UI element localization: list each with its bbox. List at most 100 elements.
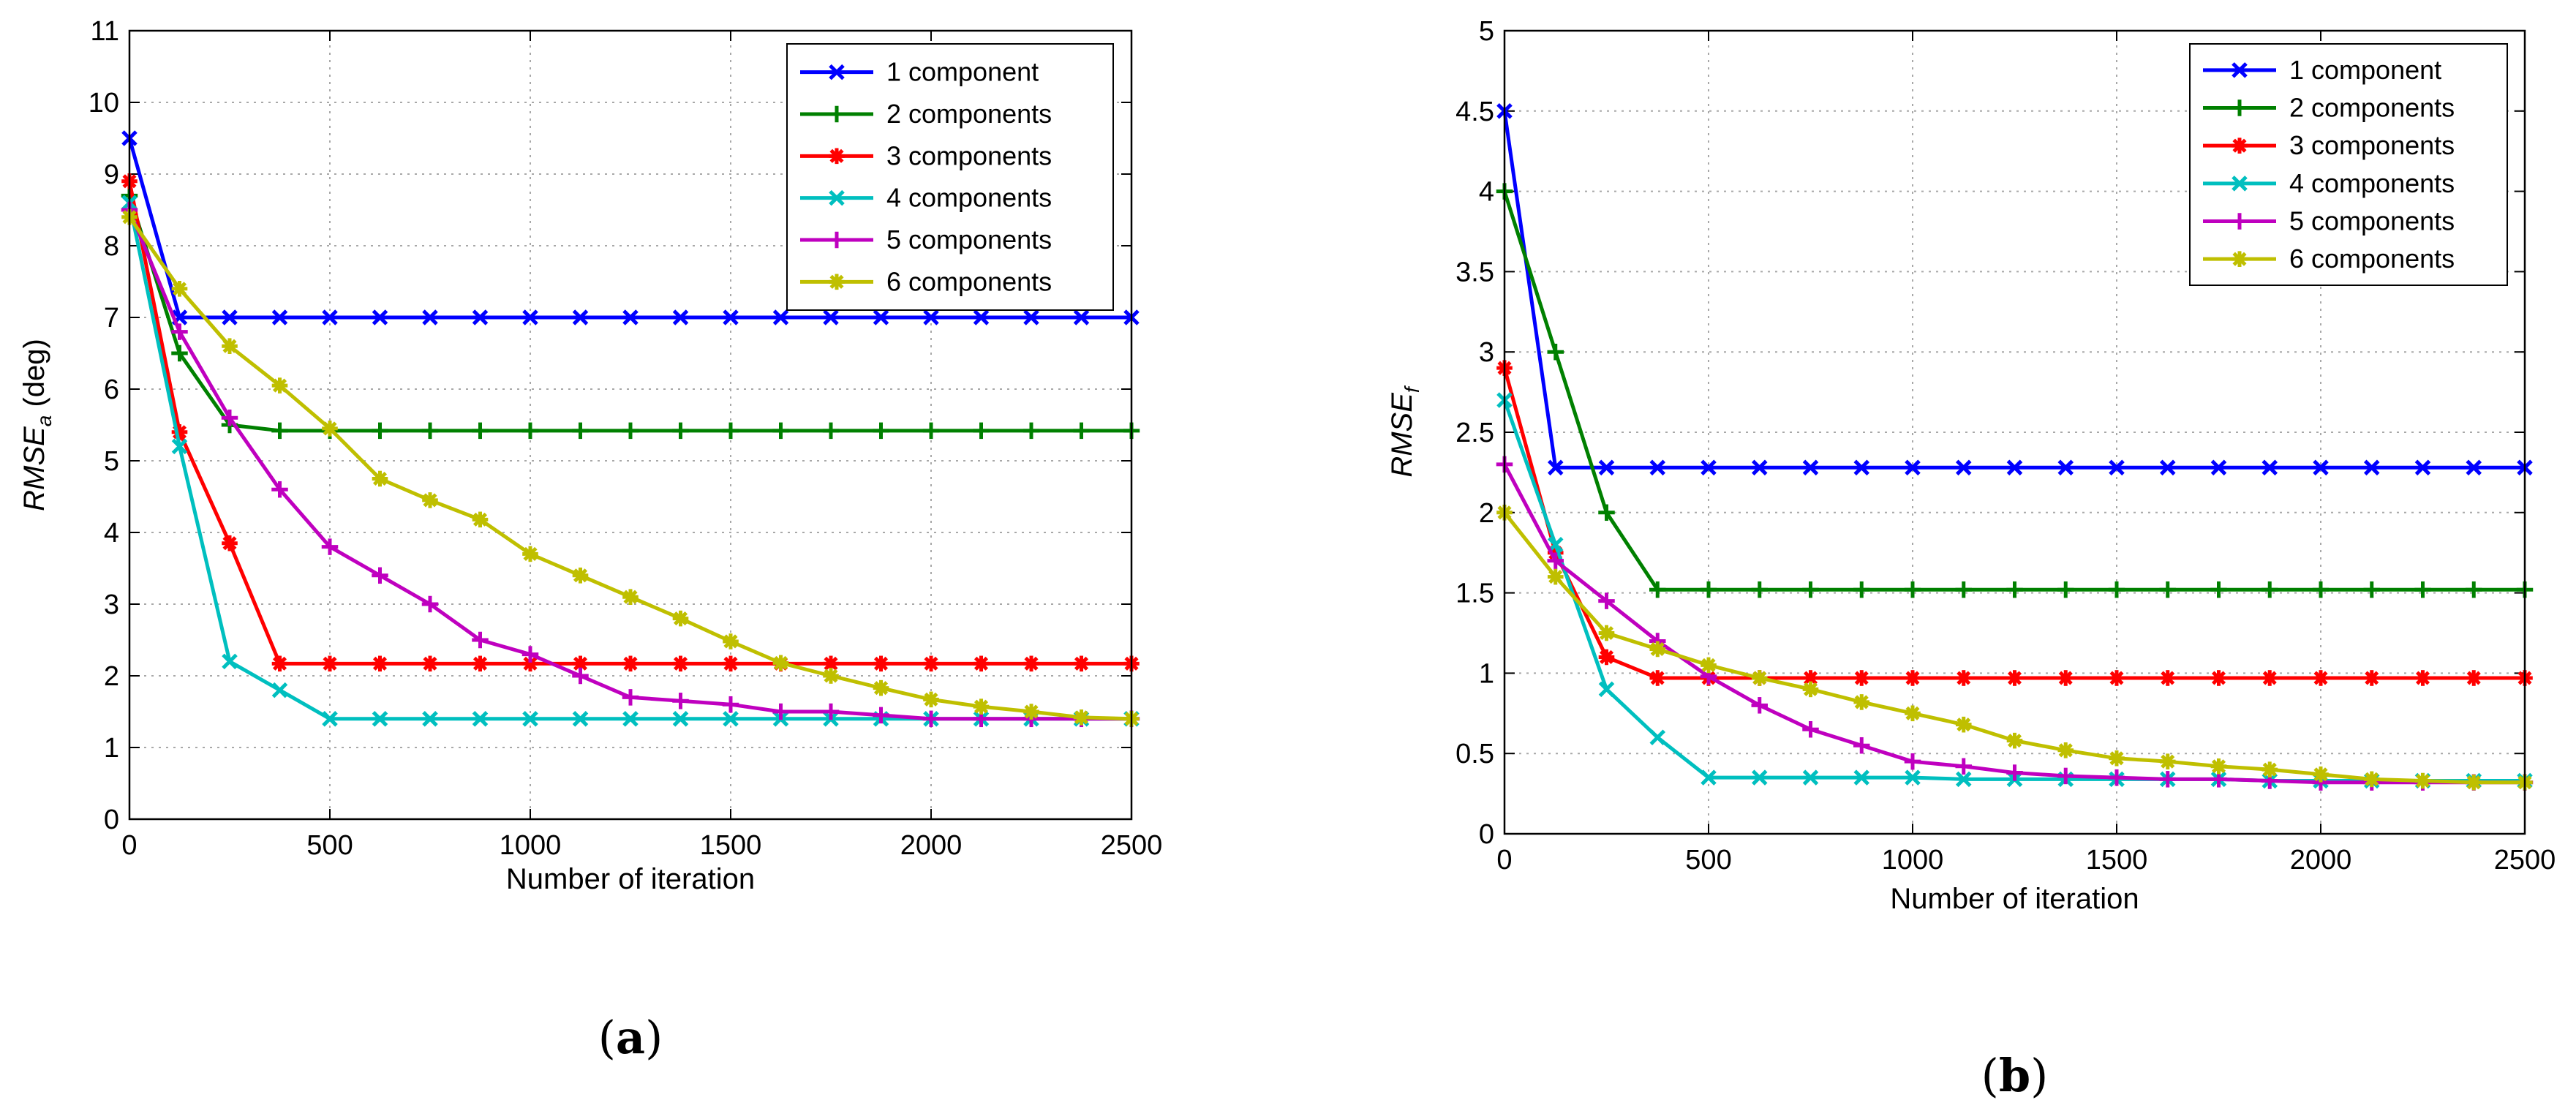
- data-point: [271, 377, 288, 393]
- x-tick-label: 0: [1496, 845, 1512, 875]
- data-point: [421, 422, 439, 440]
- data-point: [2466, 581, 2482, 598]
- data-point: [622, 309, 639, 325]
- data-point: [2414, 459, 2431, 476]
- y-axis-label: RMSEa (deg): [18, 339, 56, 511]
- data-point: [723, 633, 739, 649]
- data-point: [1547, 568, 1564, 585]
- data-point: [171, 323, 188, 340]
- data-point: [1751, 697, 1768, 714]
- data-point: [672, 655, 689, 672]
- data-point: [923, 655, 939, 672]
- data-point: [1751, 459, 1768, 476]
- data-point: [2466, 670, 2482, 686]
- data-point: [422, 309, 438, 325]
- y-axis-label-base: RMSE: [18, 426, 50, 511]
- data-point: [2261, 459, 2278, 476]
- legend-label: 1 component: [2289, 55, 2441, 85]
- legend-label: 6 components: [886, 266, 1052, 296]
- data-point: [1955, 459, 1972, 476]
- legend-label: 6 components: [2289, 244, 2455, 274]
- data-point: [823, 668, 839, 684]
- data-point: [1701, 459, 1717, 476]
- data-point: [321, 538, 339, 555]
- data-point: [271, 682, 288, 698]
- data-point: [522, 309, 538, 325]
- data-point: [1598, 459, 1615, 476]
- series-6: [1496, 505, 2533, 791]
- data-point: [171, 344, 188, 362]
- data-point: [1649, 581, 1666, 598]
- data-point: [1802, 769, 1819, 786]
- x-tick-label: 2500: [2494, 845, 2556, 875]
- data-point: [222, 338, 238, 354]
- data-point: [2159, 459, 2176, 476]
- data-point: [422, 655, 438, 672]
- data-point: [1802, 681, 1819, 698]
- data-point: [1023, 422, 1040, 440]
- legend-marker: [829, 148, 845, 165]
- y-axis-label-subscript: f: [1401, 385, 1423, 393]
- data-point: [1802, 670, 1819, 686]
- data-point: [372, 711, 388, 727]
- data-point: [622, 689, 639, 706]
- data-point: [723, 711, 739, 727]
- data-point: [772, 309, 789, 325]
- legend-marker: [2232, 62, 2248, 78]
- data-point: [421, 595, 439, 613]
- data-point: [2109, 670, 2125, 686]
- data-point: [171, 281, 188, 297]
- data-point: [823, 655, 839, 672]
- data-point: [2006, 581, 2023, 598]
- data-point: [2363, 670, 2380, 686]
- data-point: [622, 589, 639, 605]
- data-point: [973, 309, 990, 325]
- data-point: [2006, 459, 2023, 476]
- y-tick-label: 4: [104, 518, 119, 549]
- data-point: [372, 422, 388, 440]
- legend-item: 2 components: [2203, 93, 2455, 123]
- legend: 1 component 2 components 3 components 4 com…: [786, 43, 1114, 311]
- data-point: [1649, 459, 1666, 476]
- legend: 1 component 2 components 3 components 4 com…: [2189, 43, 2508, 286]
- data-point: [521, 646, 539, 663]
- data-point: [973, 698, 990, 715]
- data-point: [2363, 771, 2380, 788]
- panel-letter: b: [1999, 1049, 2030, 1102]
- data-point: [2313, 766, 2329, 783]
- data-point: [372, 567, 388, 584]
- data-point: [372, 655, 388, 672]
- x-tick-label: 1500: [700, 830, 762, 861]
- data-point: [572, 568, 589, 584]
- panel-label: (a): [598, 1011, 663, 1064]
- data-point: [2108, 581, 2125, 598]
- data-point: [322, 711, 338, 727]
- data-point: [2109, 750, 2125, 767]
- legend-marker: [2231, 99, 2248, 116]
- data-point: [873, 679, 889, 696]
- data-point: [1751, 670, 1768, 686]
- data-point: [1547, 459, 1564, 476]
- x-axis-label: Number of iteration: [506, 863, 755, 895]
- data-point: [1073, 309, 1090, 325]
- data-point: [572, 667, 589, 685]
- data-point: [2210, 581, 2227, 598]
- legend-label: 4 components: [2289, 168, 2455, 198]
- y-tick-label: 5: [104, 446, 119, 477]
- y-tick-label: 11: [91, 16, 119, 47]
- data-point: [622, 422, 639, 440]
- data-point: [722, 422, 739, 440]
- data-point: [772, 703, 789, 720]
- legend-marker: [2232, 138, 2248, 154]
- data-point: [873, 655, 889, 672]
- axes-box: [1503, 29, 2526, 835]
- data-point: [171, 438, 188, 455]
- legend-item: 3 components: [2203, 130, 2455, 160]
- legend-item: 6 components: [2203, 244, 2455, 274]
- data-point: [672, 422, 689, 440]
- data-point: [2159, 753, 2176, 769]
- data-point: [1853, 670, 1870, 686]
- data-point: [1023, 655, 1039, 672]
- legend-marker: [828, 231, 846, 249]
- data-point: [221, 409, 238, 426]
